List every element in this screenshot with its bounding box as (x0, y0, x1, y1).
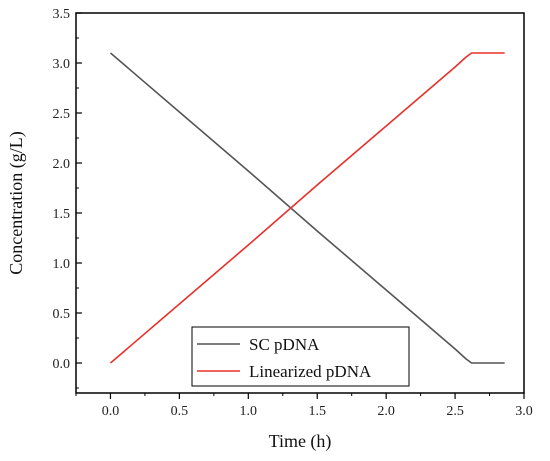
y-axis: 0.0 0.5 1.0 1.5 2.0 2.5 3.0 3.5 (53, 7, 82, 389)
legend: SC pDNA Linearized pDNA (191, 326, 410, 387)
series-group (109, 52, 505, 364)
x-tick-label: 1.0 (240, 404, 258, 419)
x-tick-label: 0.0 (102, 404, 120, 419)
series-line-sc-pdna (109, 52, 505, 364)
y-tick-label: 3.0 (53, 57, 71, 72)
x-tick-label: 0.5 (171, 404, 189, 419)
y-tick-label: 1.5 (53, 207, 71, 222)
x-tick-label: 2.5 (446, 404, 464, 419)
x-tick-label: 3.0 (515, 404, 533, 419)
y-tick-label: 3.5 (53, 7, 71, 22)
y-tick-label: 0.5 (53, 307, 71, 322)
y-tick-label: 0.0 (53, 357, 71, 372)
legend-label-sc-pdna: SC pDNA (249, 335, 320, 354)
x-axis-title: Time (h) (269, 431, 332, 452)
series-line-linearized-pdna (109, 52, 505, 364)
x-axis: 0.0 0.5 1.0 1.5 2.0 2.5 3.0 (75, 393, 533, 419)
y-tick-label: 1.0 (53, 257, 71, 272)
y-axis-title: Concentration (g/L) (6, 131, 27, 274)
y-tick-label: 2.5 (53, 107, 71, 122)
plot-frame (75, 12, 525, 394)
x-tick-label: 2.0 (377, 404, 395, 419)
legend-box (191, 326, 410, 387)
legend-label-linearized-pdna: Linearized pDNA (249, 362, 372, 381)
x-tick-label: 1.5 (308, 404, 326, 419)
y-tick-label: 2.0 (53, 157, 71, 172)
